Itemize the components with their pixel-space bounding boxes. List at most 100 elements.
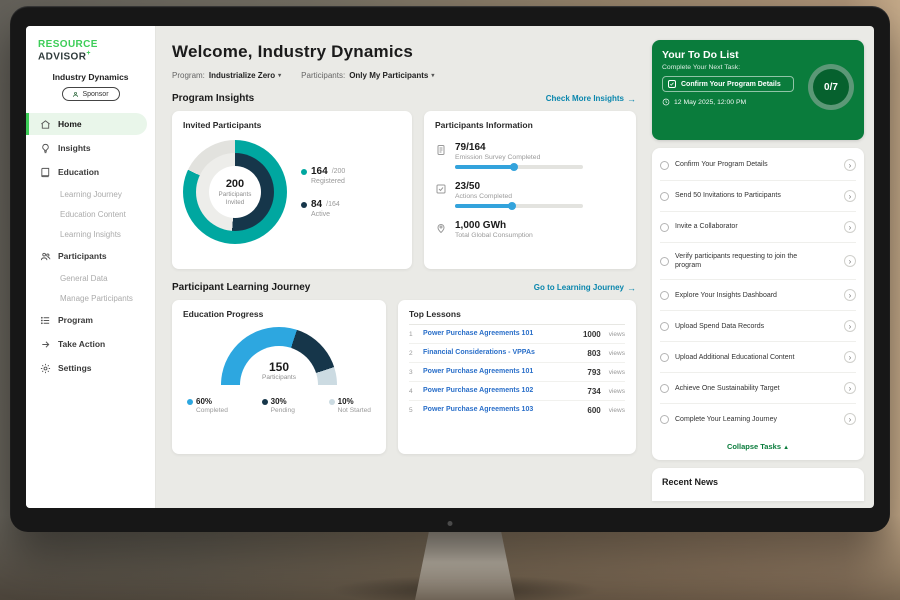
gauge-legend-not-started: 10% Not Started	[328, 397, 371, 414]
task-checkbox[interactable]	[660, 414, 669, 424]
participants-select[interactable]: Only My Participants ▾	[349, 71, 434, 80]
lesson-rank: 4	[409, 387, 413, 395]
chevron-down-icon: ▾	[431, 73, 435, 79]
lesson-link[interactable]: Power Purchase Agreements 103	[423, 405, 534, 413]
sidebar-item-label: Settings	[58, 363, 92, 374]
legend-dot-completed	[187, 398, 193, 405]
sidebar-item-home[interactable]: Home	[26, 113, 147, 136]
sidebar-item-take-action[interactable]: Take Action	[26, 333, 155, 355]
org-name: Industry Dynamics	[52, 72, 129, 83]
next-task-due: 12 May 2025, 12:00 PM	[662, 98, 854, 106]
collapse-tasks-label: Collapse Tasks	[726, 442, 781, 452]
sidebar-item-learning-journey[interactable]: Learning Journey	[60, 190, 122, 200]
task-checkbox[interactable]	[660, 352, 669, 362]
lesson-row-1[interactable]: 1 Power Purchase Agreements 101 1000 vie…	[409, 325, 625, 344]
monitor-stand	[415, 531, 515, 600]
task-row-achieve-target[interactable]: Achieve One Sustainability Target ›	[660, 373, 856, 405]
legend-total: /200	[331, 168, 346, 175]
lesson-link[interactable]: Power Purchase Agreements 101	[423, 329, 534, 337]
task-row-send-invitations[interactable]: Send 50 Invitations to Participants ›	[660, 181, 856, 212]
task-checkbox[interactable]	[660, 256, 669, 266]
chevron-right-icon[interactable]: ›	[844, 159, 856, 171]
legend-item-active: 84 /164 Active	[301, 199, 345, 218]
logo-resource: RESOURCE	[38, 39, 98, 50]
progress-track	[455, 202, 583, 210]
gear-icon	[40, 363, 51, 374]
todo-list-card: Confirm Your Program Details › Send 50 I…	[652, 148, 864, 461]
chevron-right-icon[interactable]: ›	[844, 190, 856, 202]
sidebar-item-education[interactable]: Education	[26, 161, 155, 183]
task-checkbox[interactable]	[660, 191, 669, 201]
chevron-right-icon[interactable]: ›	[844, 289, 856, 302]
task-row-invite-collaborator[interactable]: Invite a Collaborator ›	[660, 212, 856, 243]
next-task-row[interactable]: Confirm Your Program Details	[662, 76, 794, 92]
donut-center-value: 200	[225, 177, 245, 190]
lesson-link[interactable]: Power Purchase Agreements 101	[423, 367, 534, 375]
task-checkbox[interactable]	[660, 383, 669, 393]
task-row-confirm-program[interactable]: Confirm Your Program Details ›	[660, 150, 856, 181]
task-checkbox[interactable]	[660, 290, 669, 300]
lesson-row-3[interactable]: 3 Power Purchase Agreements 101 793 view…	[409, 363, 625, 382]
chevron-right-icon[interactable]: ›	[844, 255, 856, 268]
lesson-row-5[interactable]: 5 Power Purchase Agreements 103 600 view…	[409, 401, 625, 419]
task-row-complete-learning-journey[interactable]: Complete Your Learning Journey ›	[660, 404, 856, 434]
arrow-action-icon	[40, 339, 51, 350]
chevron-right-icon[interactable]: ›	[844, 382, 856, 395]
sponsor-badge-label: Sponsor	[82, 90, 109, 98]
donut-center-label: Participants Invited	[218, 190, 252, 206]
task-row-verify-participants[interactable]: Verify participants requesting to join t…	[660, 243, 856, 281]
task-row-upload-spend-data[interactable]: Upload Spend Data Records ›	[660, 311, 856, 343]
actions-icon	[435, 182, 447, 194]
lesson-views-unit: views	[608, 368, 625, 376]
task-row-upload-educational-content[interactable]: Upload Additional Educational Content ›	[660, 342, 856, 374]
chevron-right-icon[interactable]: ›	[844, 320, 856, 333]
sidebar-item-general-data[interactable]: General Data	[60, 274, 108, 284]
todo-subtitle: Complete Your Next Task:	[662, 64, 741, 71]
todo-progress-ring: 0/7	[808, 64, 854, 110]
lesson-row-4[interactable]: 4 Power Purchase Agreements 102 734 view…	[409, 382, 625, 401]
sponsor-badge[interactable]: Sponsor	[61, 87, 120, 102]
location-pin-icon	[435, 221, 447, 234]
lesson-link[interactable]: Power Purchase Agreements 102	[423, 386, 534, 394]
chevron-right-icon[interactable]: ›	[844, 221, 856, 233]
legend-dot-active	[301, 201, 307, 208]
lesson-row-2[interactable]: 2 Financial Considerations - VPPAs 803 v…	[409, 344, 625, 363]
checkbox-icon[interactable]	[668, 80, 676, 88]
participants-information-card: Participants Information 79/164 Emission…	[424, 111, 636, 269]
lesson-rank: 3	[409, 368, 413, 376]
sidebar-item-settings[interactable]: Settings	[26, 357, 155, 379]
sidebar-item-manage-participants[interactable]: Manage Participants	[60, 294, 133, 304]
sidebar-item-program[interactable]: Program	[26, 309, 155, 331]
check-more-insights-label: Check More Insights	[545, 94, 624, 103]
sidebar-item-learning-insights[interactable]: Learning Insights	[60, 230, 121, 240]
task-checkbox[interactable]	[660, 222, 669, 232]
invited-legend: 164 /200 Registered 84 /164	[301, 166, 345, 218]
program-insights-title: Program Insights	[172, 93, 255, 104]
check-more-insights-link[interactable]: Check More Insights →	[546, 94, 636, 104]
task-checkbox[interactable]	[660, 160, 669, 170]
info-row-actions: 23/50 Actions Completed	[435, 181, 625, 210]
info-progress-fill-0	[455, 163, 519, 171]
legend-value: 84	[311, 199, 323, 210]
sidebar-item-insights[interactable]: Insights	[26, 137, 155, 159]
lesson-link[interactable]: Financial Considerations - VPPAs	[423, 348, 535, 356]
arrow-right-icon: →	[627, 93, 636, 104]
legend-label: Not Started	[337, 407, 371, 414]
monitor-logo-dot	[447, 521, 453, 526]
todo-title: Your To Do List	[662, 49, 739, 61]
program-select[interactable]: Industrialize Zero ▾	[209, 71, 281, 80]
info-value: 79/164	[455, 142, 486, 153]
task-row-explore-insights[interactable]: Explore Your Insights Dashboard ›	[660, 280, 856, 312]
collapse-tasks-link[interactable]: Collapse Tasks ▲	[660, 434, 856, 456]
sidebar-item-participants[interactable]: Participants	[26, 245, 155, 267]
legend-label: Active	[311, 211, 331, 218]
chevron-right-icon[interactable]: ›	[844, 413, 856, 426]
chevron-right-icon[interactable]: ›	[844, 351, 856, 364]
lesson-views: 1000	[582, 329, 601, 339]
top-lessons-card: Top Lessons 1 Power Purchase Agreements …	[398, 300, 636, 454]
go-to-learning-journey-link[interactable]: Go to Learning Journey →	[534, 283, 636, 293]
legend-pct: 60%	[196, 397, 213, 406]
task-checkbox[interactable]	[660, 321, 669, 331]
info-progress-fill-1	[455, 202, 516, 210]
sidebar-item-education-content[interactable]: Education Content	[60, 210, 126, 220]
